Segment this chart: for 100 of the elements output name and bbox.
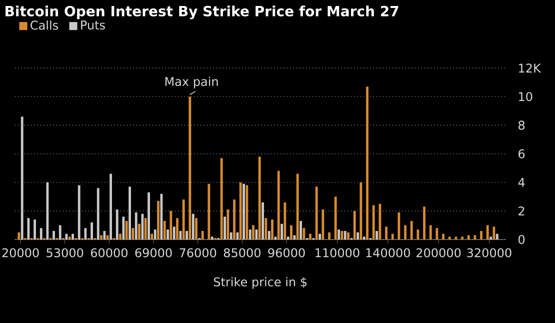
bar — [220, 158, 223, 240]
bar — [290, 225, 292, 240]
chart-title: Bitcoin Open Interest By Strike Price for March 27 — [6, 6, 398, 20]
bar — [132, 228, 134, 240]
bar — [242, 184, 245, 240]
bar — [210, 236, 214, 240]
bar — [246, 185, 248, 240]
x-tick-label: 85000 — [224, 248, 260, 258]
bar — [362, 236, 366, 240]
bar — [340, 230, 344, 240]
bar — [442, 234, 444, 240]
bar — [315, 186, 318, 240]
y-tick-label: 8 — [518, 120, 525, 130]
bar — [328, 232, 330, 240]
bar — [296, 174, 299, 240]
bar — [398, 212, 400, 240]
bar — [344, 230, 346, 240]
bar — [486, 225, 489, 240]
bar — [172, 226, 176, 240]
bar — [480, 230, 482, 240]
bar — [258, 156, 261, 240]
x-tick-label: 20000 — [2, 248, 39, 258]
bar — [163, 220, 166, 240]
y-tick-label: 4 — [518, 178, 525, 187]
bar — [264, 218, 268, 240]
bar — [429, 225, 432, 240]
bar — [106, 235, 109, 240]
bar — [192, 214, 194, 240]
bar — [188, 96, 192, 240]
bar — [239, 182, 242, 240]
x-tick-label: 110000 — [316, 248, 360, 258]
bar — [100, 235, 102, 240]
bar — [154, 230, 156, 240]
bar — [322, 210, 324, 240]
annotation: Max pain — [165, 76, 218, 88]
bar — [492, 226, 496, 240]
bar — [474, 235, 476, 240]
bar — [182, 200, 185, 240]
y-tick-label: 6 — [518, 149, 525, 158]
bar — [34, 220, 36, 240]
bar — [309, 234, 312, 240]
bar — [230, 232, 232, 240]
bar — [378, 204, 382, 240]
bar — [224, 216, 226, 240]
y-tick-label: 10 — [519, 92, 532, 102]
bar — [286, 236, 290, 240]
bar — [166, 230, 169, 240]
x-tick-label: 96000 — [268, 248, 305, 258]
x-tick-label: 60000 — [90, 248, 128, 258]
bar — [138, 224, 140, 240]
y-tick-label: 2 — [518, 206, 524, 216]
bar — [423, 206, 426, 240]
bar — [110, 174, 112, 240]
bar — [52, 230, 55, 240]
bar — [128, 186, 131, 240]
bar — [353, 210, 356, 240]
bar — [78, 185, 80, 240]
bar — [302, 228, 306, 240]
bar — [467, 235, 470, 240]
bar — [360, 182, 362, 240]
bar — [20, 116, 24, 240]
bar — [334, 196, 337, 240]
bar — [318, 234, 321, 240]
bar — [186, 230, 188, 240]
x-tick-label: 76000 — [180, 248, 216, 258]
bar — [119, 234, 122, 240]
bar — [40, 228, 42, 240]
x-tick-label: 69000 — [135, 248, 172, 258]
x-tick-label: 140000 — [366, 248, 410, 258]
bar — [277, 170, 280, 240]
bar — [68, 236, 71, 240]
bar — [404, 225, 406, 240]
bar — [436, 228, 438, 240]
bar — [268, 230, 270, 240]
legend-label: Puts — [81, 20, 105, 30]
bar — [461, 236, 464, 240]
bar — [410, 220, 413, 240]
bar — [252, 225, 254, 240]
bar — [18, 232, 20, 240]
bar — [150, 234, 154, 240]
bar — [90, 222, 93, 240]
bar — [366, 86, 368, 240]
bar — [262, 202, 264, 240]
bar — [347, 232, 350, 240]
bar — [208, 184, 210, 240]
bar — [96, 188, 100, 240]
bar — [248, 230, 252, 240]
bar — [226, 210, 230, 240]
bar — [372, 205, 375, 240]
bar — [144, 218, 147, 240]
bar — [148, 192, 150, 240]
bar — [376, 230, 378, 240]
bar — [385, 226, 388, 240]
bar — [201, 230, 204, 240]
bar — [448, 236, 451, 240]
bar — [176, 218, 178, 240]
bar — [125, 220, 128, 240]
x-axis-title: Strike price in $ — [214, 277, 307, 289]
x-tick-label: 53000 — [46, 248, 84, 258]
bar — [271, 220, 274, 240]
